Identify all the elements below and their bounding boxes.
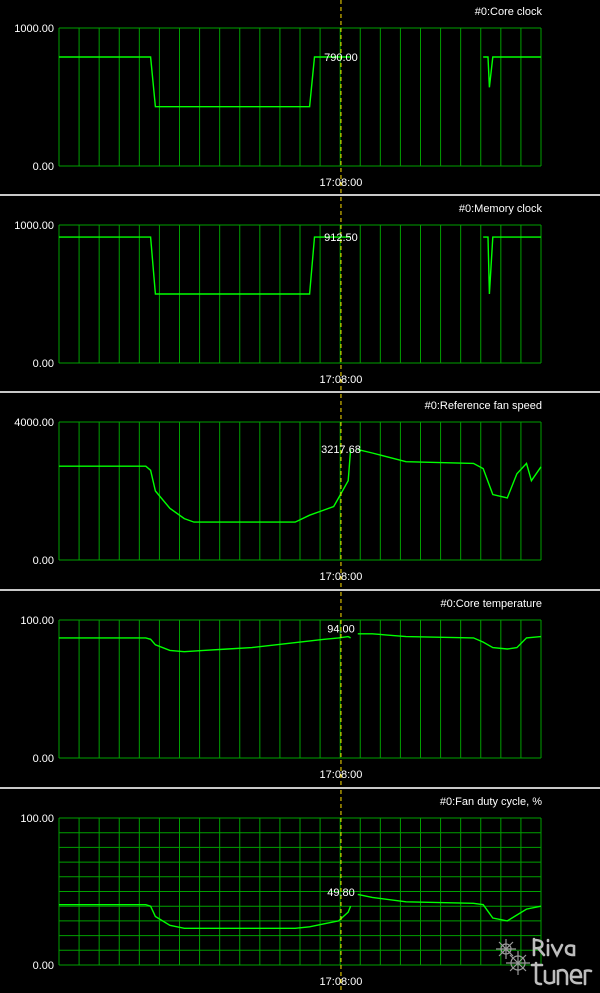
panel-separator (0, 194, 600, 196)
y-tick-label-max: 100.00 (20, 813, 54, 825)
y-tick-label-min: 0.00 (33, 960, 54, 972)
series-line (483, 236, 541, 295)
panel-separator (0, 391, 600, 393)
chart-panel-core-temperature: #0:Core temperature 100.00 0.00 17:08:00 94.… (0, 592, 600, 786)
x-tick-label: 17:08:00 (320, 976, 363, 988)
chart-panel-memory-clock: #0:Memory clock 1000.00 0.00 17:08:00 912.50 (0, 197, 600, 391)
chart-panel-core-clock: #0:Core clock 1000.00 0.00 17:08:00 790.00 (0, 0, 600, 194)
x-tick-label: 17:08:00 (320, 374, 363, 386)
y-tick-label-max: 1000.00 (14, 23, 54, 35)
series-line (357, 893, 542, 922)
chart-title: #0:Core temperature (441, 598, 543, 610)
y-tick-label-min: 0.00 (33, 358, 54, 370)
panel-separator (0, 589, 600, 591)
series-line (483, 56, 541, 88)
chart-panel-fan-duty-cycle: #0:Fan duty cycle, % 100.00 0.00 17:08:00 49… (0, 790, 600, 993)
chart-core-clock: #0:Core clock 1000.00 0.00 17:08:00 790.00 (14, 0, 543, 194)
chart-fan-duty-cycle: #0:Fan duty cycle, % 100.00 0.00 17:08:00 49… (20, 790, 542, 993)
series-line (357, 448, 542, 499)
y-tick-label-max: 4000.00 (14, 417, 54, 429)
cursor-value-label: 49.80 (327, 887, 355, 899)
series-line (59, 236, 351, 295)
chart-title: #0:Fan duty cycle, % (440, 796, 542, 808)
cursor-value-label: 790.00 (324, 52, 358, 64)
chart-title: #0:Core clock (475, 6, 543, 18)
rivatuner-logo (490, 931, 594, 989)
y-tick-label-min: 0.00 (33, 753, 54, 765)
x-tick-label: 17:08:00 (320, 177, 363, 189)
y-tick-label-max: 1000.00 (14, 220, 54, 232)
series-line (59, 56, 351, 108)
cursor-value-label: 912.50 (324, 232, 358, 244)
series-line (59, 635, 351, 653)
cursor-value-label: 3217.68 (321, 444, 361, 456)
series-line (59, 449, 352, 523)
x-tick-label: 17:08:00 (320, 571, 363, 583)
chart-title: #0:Reference fan speed (425, 400, 542, 412)
series-line (59, 903, 352, 930)
x-tick-label: 17:08:00 (320, 769, 363, 781)
chart-title: #0:Memory clock (459, 203, 543, 215)
panel-separator (0, 787, 600, 789)
series-line (357, 633, 542, 650)
y-tick-label-min: 0.00 (33, 555, 54, 567)
cursor-value-label: 94.00 (327, 623, 355, 635)
chart-reference-fan-speed: #0:Reference fan speed 4000.00 0.00 17:08:0… (14, 394, 542, 588)
chart-core-temperature: #0:Core temperature 100.00 0.00 17:08:00 94.… (20, 592, 543, 786)
y-tick-label-max: 100.00 (20, 615, 54, 627)
chart-memory-clock: #0:Memory clock 1000.00 0.00 17:08:00 912.50 (14, 197, 543, 391)
chart-panel-reference-fan-speed: #0:Reference fan speed 4000.00 0.00 17:08:0… (0, 394, 600, 588)
y-tick-label-min: 0.00 (33, 161, 54, 173)
